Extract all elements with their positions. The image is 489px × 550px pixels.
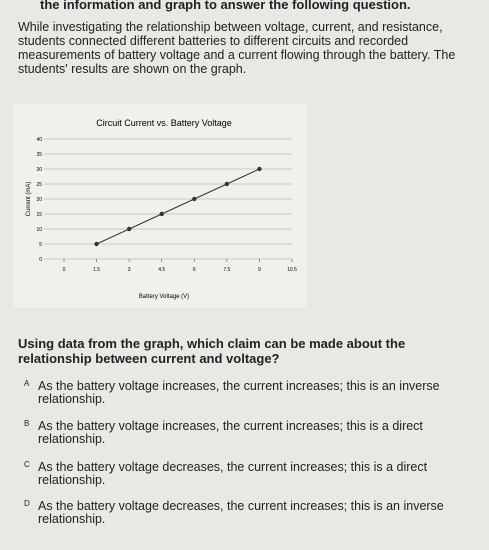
data-point xyxy=(192,196,197,202)
option-letter: D xyxy=(24,499,30,508)
data-point xyxy=(224,181,230,187)
x-tick-label: 1.5 xyxy=(93,267,100,273)
data-line xyxy=(96,168,260,245)
data-point xyxy=(159,211,164,217)
option[interactable]: B As the battery voltage increases, the c… xyxy=(24,419,448,446)
chart-box: Circuit Current vs. Battery Voltage Batt… xyxy=(14,104,306,308)
option-text: As the battery voltage increases, the cu… xyxy=(38,419,423,446)
chart: Circuit Current vs. Battery Voltage Batt… xyxy=(26,118,297,300)
option-text: As the battery voltage increases, the cu… xyxy=(38,379,440,406)
header: the information and graph to answer the … xyxy=(40,0,411,12)
x-tick-label: 7.5 xyxy=(223,267,230,273)
y-tick-label: 25 xyxy=(36,182,42,188)
data-point xyxy=(94,241,99,247)
y-tick-label: 15 xyxy=(36,212,42,218)
x-axis-label: Battery Voltage (V) xyxy=(139,294,189,300)
x-tick-label: 3 xyxy=(128,267,131,273)
y-tick-label: 35 xyxy=(36,152,42,158)
y-tick-label: 20 xyxy=(36,197,42,203)
data-point xyxy=(126,226,132,232)
y-tick-label: 5 xyxy=(39,242,42,248)
y-tick-label: 30 xyxy=(36,167,42,173)
option-text: As the battery voltage decreases, the cu… xyxy=(38,460,428,487)
option-letter: A xyxy=(24,379,30,388)
x-tick-label: 0 xyxy=(63,267,66,273)
x-tick-label: 9 xyxy=(258,267,261,273)
y-axis-label: Current (mA) xyxy=(26,182,32,217)
question: Using data from the graph, which claim c… xyxy=(18,336,406,366)
x-tick-label: 6 xyxy=(193,267,196,273)
data-point xyxy=(257,166,262,172)
x-tick-label: 4.5 xyxy=(158,267,165,273)
y-tick-label: 10 xyxy=(36,227,42,233)
y-tick-label: 0 xyxy=(39,257,42,263)
option[interactable]: C As the battery voltage decreases, the c… xyxy=(24,460,448,487)
chart-title: Circuit Current vs. Battery Voltage xyxy=(96,118,232,128)
option-letter: C xyxy=(24,460,30,469)
option[interactable]: A As the battery voltage increases, the c… xyxy=(24,379,448,406)
option-letter: B xyxy=(24,419,30,428)
option[interactable]: D As the battery voltage decreases, the c… xyxy=(24,499,448,526)
x-tick-label: 10.5 xyxy=(287,267,297,273)
option-text: As the battery voltage decreases, the cu… xyxy=(38,499,444,526)
intro-text: While investigating the relationship bet… xyxy=(18,20,456,76)
y-tick-label: 40 xyxy=(36,137,42,143)
